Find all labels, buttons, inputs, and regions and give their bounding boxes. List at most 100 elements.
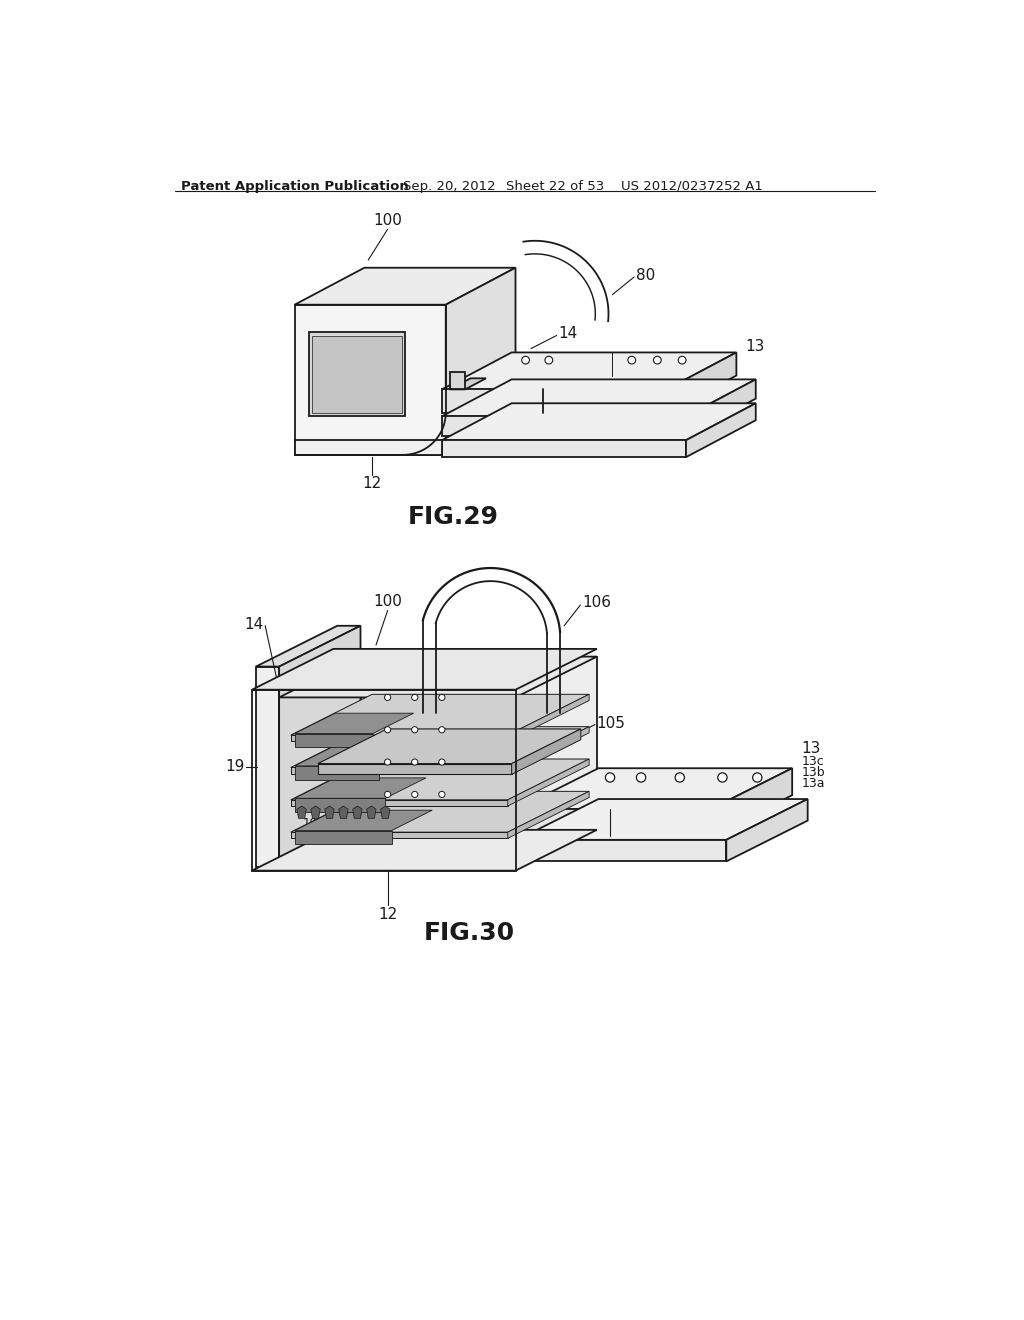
Circle shape xyxy=(653,356,662,364)
Polygon shape xyxy=(442,404,756,441)
Text: 100: 100 xyxy=(373,594,402,609)
Polygon shape xyxy=(295,746,420,766)
Polygon shape xyxy=(295,799,385,812)
Polygon shape xyxy=(339,807,348,818)
Text: 101a: 101a xyxy=(337,721,367,733)
Text: 13c: 13c xyxy=(802,755,824,768)
Polygon shape xyxy=(442,416,686,436)
Polygon shape xyxy=(311,807,321,818)
Circle shape xyxy=(385,726,391,733)
Circle shape xyxy=(678,356,686,364)
Polygon shape xyxy=(512,729,581,775)
Text: FIG.29: FIG.29 xyxy=(408,506,499,529)
Polygon shape xyxy=(450,372,465,389)
Polygon shape xyxy=(308,331,406,416)
Polygon shape xyxy=(252,830,597,871)
Polygon shape xyxy=(442,441,686,457)
Text: 14: 14 xyxy=(245,616,263,632)
Polygon shape xyxy=(450,379,486,389)
Circle shape xyxy=(545,356,553,364)
Circle shape xyxy=(628,356,636,364)
Circle shape xyxy=(385,759,391,766)
Text: Patent Application Publication: Patent Application Publication xyxy=(180,180,409,193)
Polygon shape xyxy=(517,809,711,836)
Polygon shape xyxy=(360,656,597,826)
Text: 101a: 101a xyxy=(302,817,332,830)
Polygon shape xyxy=(325,807,334,818)
Polygon shape xyxy=(381,807,390,818)
Polygon shape xyxy=(367,807,376,818)
Text: 12: 12 xyxy=(378,907,397,921)
Polygon shape xyxy=(508,726,589,774)
Polygon shape xyxy=(291,767,508,774)
Text: 19: 19 xyxy=(225,759,245,775)
Text: 101a: 101a xyxy=(317,785,347,797)
Polygon shape xyxy=(442,389,667,412)
Polygon shape xyxy=(517,768,793,809)
Text: FIG.30: FIG.30 xyxy=(424,921,515,945)
Polygon shape xyxy=(295,810,432,830)
Polygon shape xyxy=(312,335,401,412)
Circle shape xyxy=(605,774,614,781)
Circle shape xyxy=(753,774,762,781)
Polygon shape xyxy=(252,649,597,689)
Polygon shape xyxy=(295,305,445,455)
Polygon shape xyxy=(291,735,508,742)
Polygon shape xyxy=(317,729,581,763)
Polygon shape xyxy=(295,830,391,845)
Circle shape xyxy=(412,726,418,733)
Polygon shape xyxy=(442,352,736,389)
Text: 101a: 101a xyxy=(330,752,359,766)
Circle shape xyxy=(385,792,391,797)
Text: US 2012/0237252 A1: US 2012/0237252 A1 xyxy=(621,180,763,193)
Polygon shape xyxy=(517,840,726,862)
Polygon shape xyxy=(291,832,508,838)
Circle shape xyxy=(412,694,418,701)
Circle shape xyxy=(412,792,418,797)
Circle shape xyxy=(438,759,445,766)
Text: Sheet 22 of 53: Sheet 22 of 53 xyxy=(506,180,604,193)
Polygon shape xyxy=(726,799,808,862)
Polygon shape xyxy=(317,763,512,775)
Text: 13: 13 xyxy=(745,339,765,354)
Circle shape xyxy=(438,726,445,733)
Polygon shape xyxy=(445,268,515,455)
Text: 12: 12 xyxy=(362,477,382,491)
Text: 100: 100 xyxy=(373,213,402,227)
Polygon shape xyxy=(291,759,589,800)
Circle shape xyxy=(438,792,445,797)
Polygon shape xyxy=(280,656,597,697)
Text: 13: 13 xyxy=(802,742,821,756)
Polygon shape xyxy=(711,768,793,836)
Polygon shape xyxy=(256,626,360,667)
Circle shape xyxy=(521,356,529,364)
Text: 13b: 13b xyxy=(802,766,825,779)
Circle shape xyxy=(718,774,727,781)
Polygon shape xyxy=(291,694,589,735)
Text: 106: 106 xyxy=(582,595,611,610)
Polygon shape xyxy=(280,626,360,867)
Polygon shape xyxy=(291,800,508,807)
Circle shape xyxy=(636,774,646,781)
Text: 13a: 13a xyxy=(802,777,825,791)
Polygon shape xyxy=(295,268,515,305)
Circle shape xyxy=(412,759,418,766)
Polygon shape xyxy=(291,792,589,832)
Polygon shape xyxy=(295,713,414,734)
Polygon shape xyxy=(295,777,426,799)
Polygon shape xyxy=(295,734,373,747)
Text: 14: 14 xyxy=(558,326,578,341)
Polygon shape xyxy=(295,441,442,455)
Polygon shape xyxy=(517,799,808,840)
Polygon shape xyxy=(508,759,589,807)
Polygon shape xyxy=(667,352,736,412)
Polygon shape xyxy=(686,379,756,436)
Polygon shape xyxy=(686,404,756,457)
Circle shape xyxy=(675,774,684,781)
Text: 80: 80 xyxy=(636,268,655,282)
Polygon shape xyxy=(508,694,589,742)
Polygon shape xyxy=(291,726,589,767)
Polygon shape xyxy=(442,379,756,416)
Polygon shape xyxy=(297,807,306,818)
Circle shape xyxy=(438,694,445,701)
